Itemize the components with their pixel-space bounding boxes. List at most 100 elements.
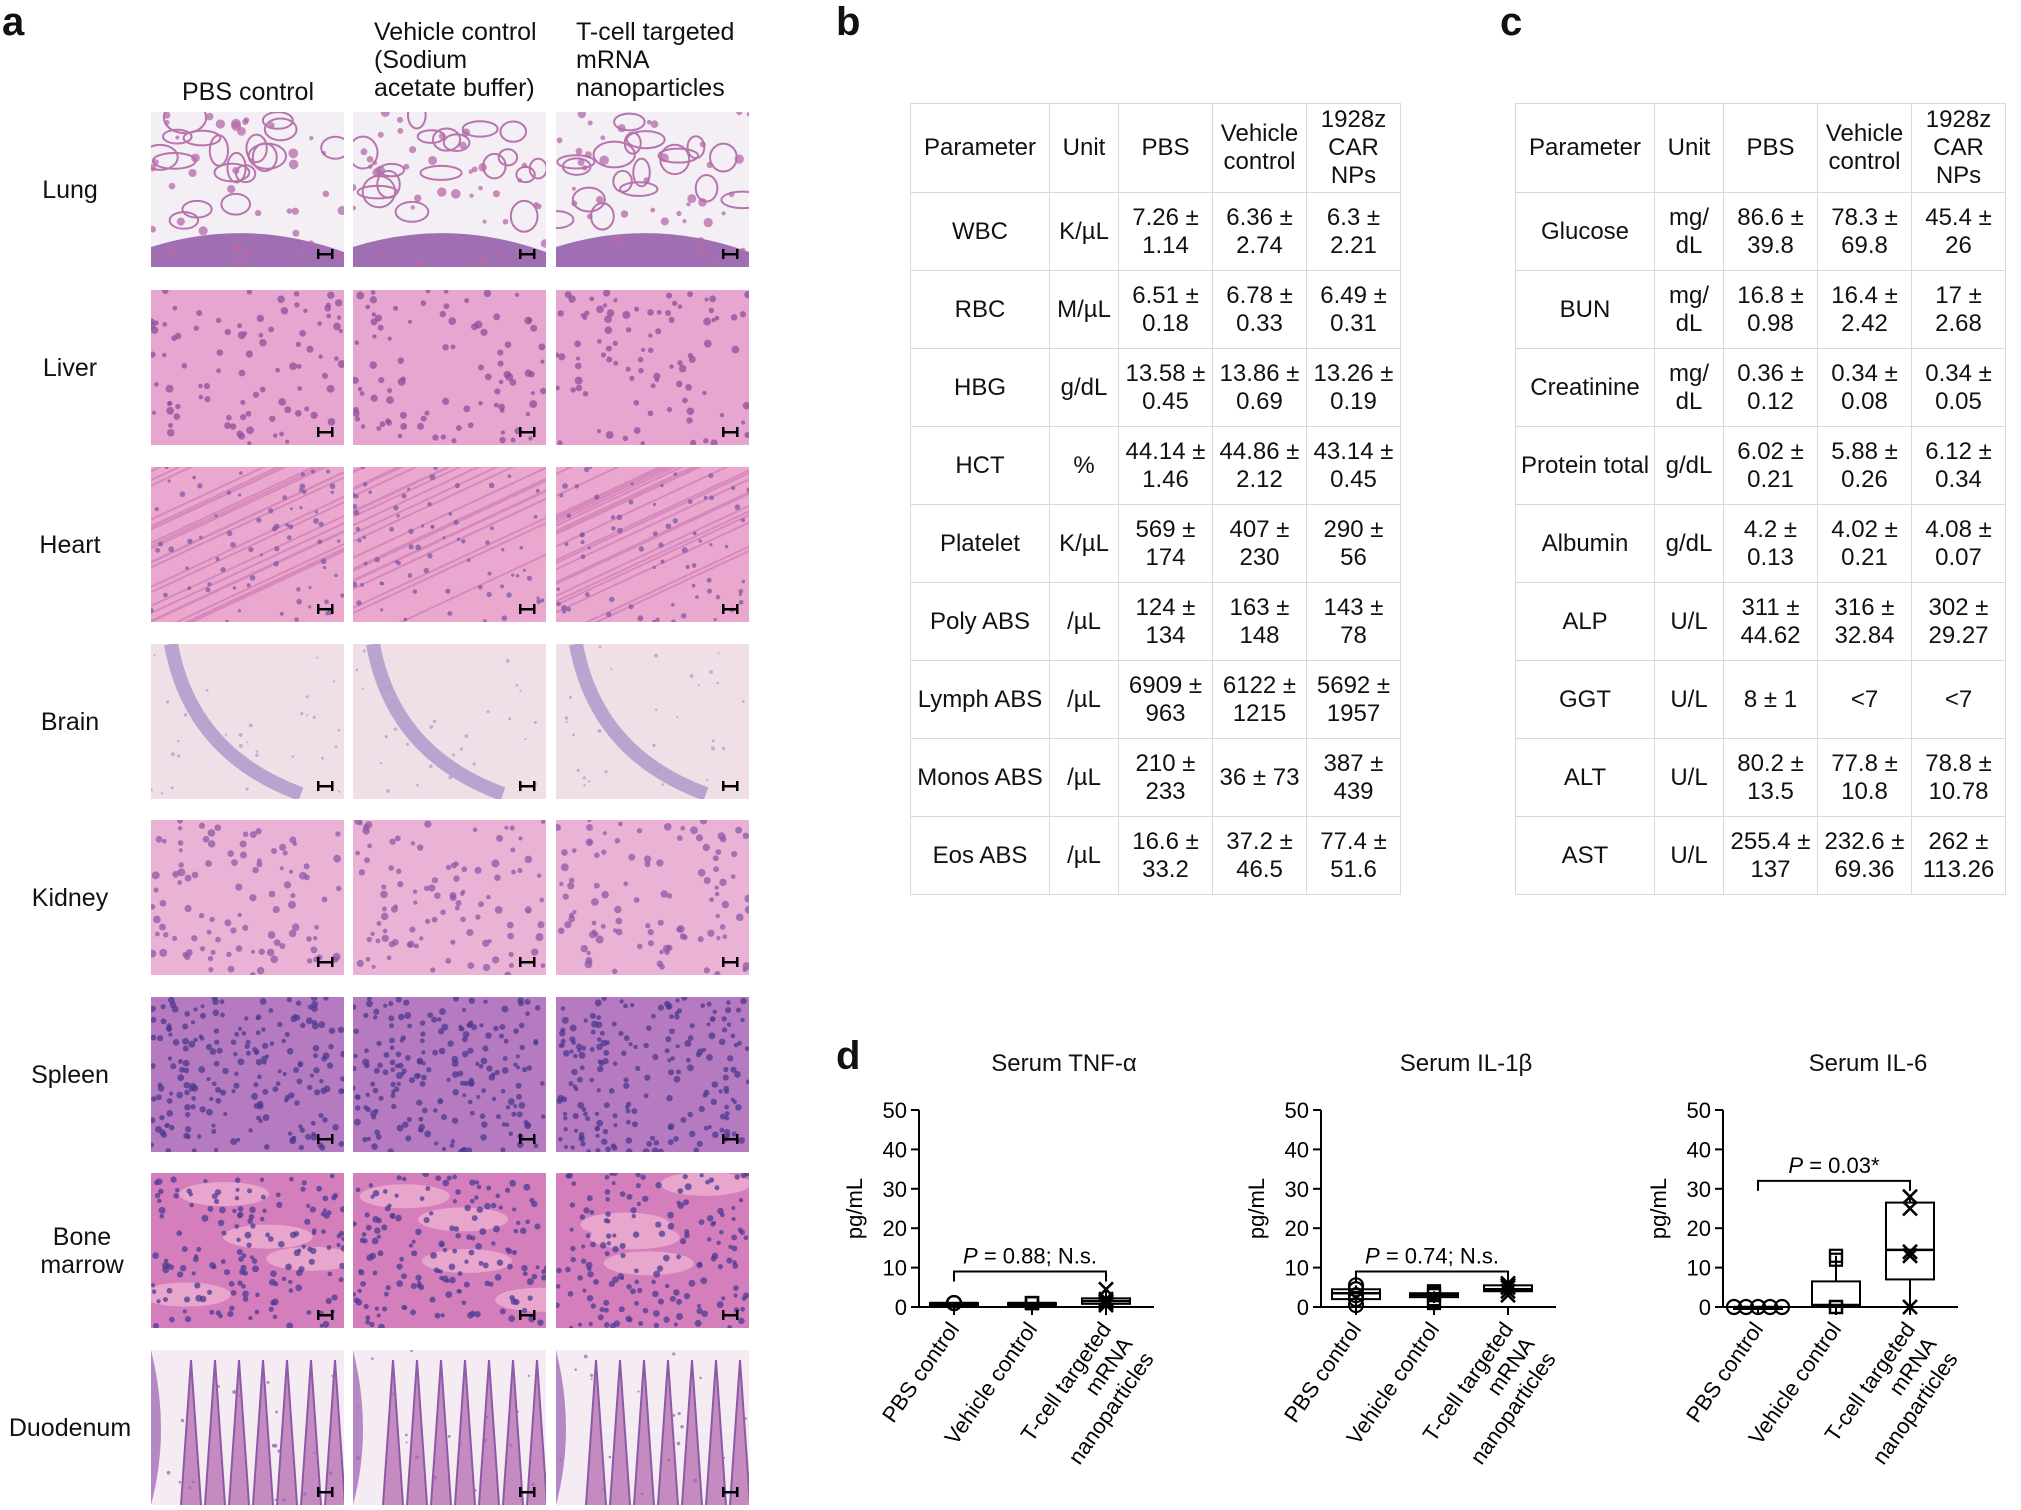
table-row: Lymph ABS/µL 6909 ± 963 6122 ± 1215 5692 ± …	[910, 660, 1401, 739]
histology-micrograph	[151, 997, 344, 1152]
histology-micrograph	[353, 112, 546, 267]
table-row: GGT U/L 8 ± 1 <7 <7	[1515, 660, 2006, 739]
table-cell: 5692 ± 1957	[1306, 660, 1401, 739]
scale-bar	[519, 1134, 536, 1144]
table-cell: 569 ± 174	[1118, 504, 1213, 583]
table-cell: 17 ± 2.68	[1911, 270, 2006, 349]
table-cell: 44.14 ± 1.46	[1118, 426, 1213, 505]
data-point	[1773, 1298, 1791, 1316]
histology-micrograph	[556, 820, 749, 975]
y-axis-label: pg/mL	[842, 1178, 867, 1239]
table-cell: 6.3 ± 2.21	[1306, 192, 1401, 271]
data-point	[1761, 1298, 1779, 1316]
table-cell: Creatinine	[1515, 348, 1655, 427]
hematology-table: Parameter Unit PBS Vehicle control 1928z CAR…	[910, 103, 1401, 895]
histology-micrograph	[353, 1350, 546, 1505]
data-point	[1749, 1298, 1767, 1316]
histology-micrograph	[556, 1173, 749, 1328]
table-header-row: Parameter Unit PBS Vehicle control 1928z CAR…	[1515, 103, 2006, 193]
table-cell: Glucose	[1515, 192, 1655, 271]
y-tick-label: 0	[895, 1295, 907, 1320]
scale-bar	[317, 427, 334, 437]
table-cell: 6122 ± 1215	[1212, 660, 1307, 739]
data-point	[1902, 1299, 1918, 1315]
table-cell: 302 ± 29.27	[1911, 582, 2006, 661]
data-point	[1902, 1188, 1918, 1205]
histology-row-label: Bone marrow	[40, 1223, 124, 1279]
table-cell: 77.8 ± 10.8	[1817, 738, 1912, 817]
significance-label: P = 0.88; N.s.	[963, 1244, 1097, 1269]
scale-bar	[317, 604, 334, 614]
table-cell: 4.02 ± 0.21	[1817, 504, 1912, 583]
table-cell: 45.4 ± 26	[1911, 192, 2006, 271]
y-tick-label: 50	[1687, 1098, 1711, 1123]
table-cell: mg/ dL	[1654, 348, 1724, 427]
scale-bar	[317, 1310, 334, 1320]
table-cell: 13.86 ± 0.69	[1212, 348, 1307, 427]
table-cell: 44.86 ± 2.12	[1212, 426, 1307, 505]
table-cell: 290 ± 56	[1306, 504, 1401, 583]
data-point	[1828, 1248, 1844, 1263]
table-cell: 8 ± 1	[1723, 660, 1818, 739]
box	[1885, 1201, 1935, 1281]
table-cell: 4.2 ± 0.13	[1723, 504, 1818, 583]
table-cell: WBC	[910, 192, 1050, 271]
data-point	[1902, 1247, 1918, 1264]
y-tick-label: 30	[1687, 1177, 1711, 1202]
histology-micrograph	[151, 290, 344, 445]
table-cell: Lymph ABS	[910, 660, 1050, 739]
histology-micrograph	[556, 112, 749, 267]
scale-bar	[519, 781, 536, 791]
y-tick-label: 20	[1285, 1216, 1309, 1241]
table-cell: 6.78 ± 0.33	[1212, 270, 1307, 349]
data-point	[1902, 1200, 1918, 1217]
table-row: Albumin g/dL 4.2 ± 0.13 4.02 ± 0.21 4.08 ± 0…	[1515, 504, 2006, 583]
data-point	[1098, 1297, 1114, 1313]
data-point	[1426, 1284, 1442, 1299]
box	[1811, 1280, 1861, 1308]
table-cell: U/L	[1654, 816, 1724, 895]
histology-micrograph	[151, 644, 344, 799]
table-cell: ALP	[1515, 582, 1655, 661]
histology-micrograph	[353, 997, 546, 1152]
table-cell: mg/ dL	[1654, 192, 1724, 271]
table-cell: 262 ± 113.26	[1911, 816, 2006, 895]
scale-bar	[722, 604, 739, 614]
table-row: BUN mg/ dL 16.8 ± 0.98 16.4 ± 2.42 17 ± 2.68	[1515, 270, 2006, 349]
table-cell: 143 ± 78	[1306, 582, 1401, 661]
data-point	[1737, 1298, 1755, 1316]
table-cell: K/µL	[1049, 504, 1119, 583]
table-cell: 255.4 ± 137	[1723, 816, 1818, 895]
histology-micrograph	[151, 1350, 344, 1505]
chemistry-table: Parameter Unit PBS Vehicle control 1928z CAR…	[1515, 103, 2006, 895]
y-tick-label: 10	[1687, 1256, 1711, 1281]
table-cell: 78.3 ± 69.8	[1817, 192, 1912, 271]
data-point	[1500, 1277, 1516, 1294]
histology-micrograph	[556, 467, 749, 622]
table-header-cell: Parameter	[910, 103, 1050, 193]
table-row: HCT% 44.14 ± 1.46 44.86 ± 2.12 43.14 ± 0.45	[910, 426, 1401, 505]
table-header-cell: Vehicle control	[1212, 103, 1307, 193]
x-tick-label: PBS control	[1279, 1318, 1366, 1428]
table-cell: 78.8 ± 10.78	[1911, 738, 2006, 817]
table-cell: 311 ± 44.62	[1723, 582, 1818, 661]
table-cell: Monos ABS	[910, 738, 1050, 817]
data-point	[1500, 1279, 1516, 1296]
histology-micrograph	[353, 290, 546, 445]
table-cell: 6.02 ± 0.21	[1723, 426, 1818, 505]
table-cell: 210 ± 233	[1118, 738, 1213, 817]
histology-micrograph	[556, 644, 749, 799]
scale-bar	[519, 957, 536, 967]
table-cell: /µL	[1049, 582, 1119, 661]
data-point	[1347, 1287, 1365, 1304]
data-point	[945, 1294, 963, 1312]
table-cell: 43.14 ± 0.45	[1306, 426, 1401, 505]
histology-column-label: PBS control	[182, 78, 315, 106]
histology-column-label: Vehicle control (Sodium acetate buffer)	[374, 18, 537, 102]
table-cell: 7.26 ± 1.14	[1118, 192, 1213, 271]
data-point	[1098, 1281, 1114, 1298]
table-cell: g/dL	[1654, 504, 1724, 583]
table-header-cell: Vehicle control	[1817, 103, 1912, 193]
histology-row-label: Lung	[42, 176, 98, 204]
